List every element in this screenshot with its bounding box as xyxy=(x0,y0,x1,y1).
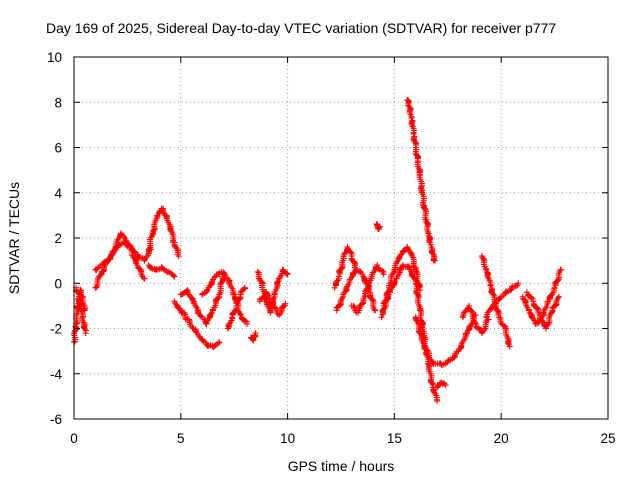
chart-title: Day 169 of 2025, Sidereal Day-to-day VTE… xyxy=(46,20,556,36)
data-point xyxy=(558,266,565,273)
y-tick-label: 4 xyxy=(54,186,62,201)
data-point xyxy=(507,287,514,294)
data-point xyxy=(434,397,441,404)
data-point xyxy=(180,290,187,297)
data-point xyxy=(412,316,419,323)
data-point xyxy=(171,273,178,280)
data-point xyxy=(240,286,247,293)
data-point xyxy=(545,321,552,328)
x-axis-label: GPS time / hours xyxy=(288,458,395,474)
data-point xyxy=(244,320,251,327)
data-point xyxy=(241,284,248,291)
grid-lines xyxy=(74,57,608,419)
data-point xyxy=(256,296,263,303)
data-point xyxy=(535,319,542,326)
data-point xyxy=(82,330,89,337)
y-tick-label: -6 xyxy=(50,412,62,427)
data-point xyxy=(215,294,222,301)
data-point xyxy=(232,308,239,315)
data-point xyxy=(424,347,431,354)
data-point xyxy=(515,280,522,287)
axis-ticks xyxy=(73,56,609,420)
data-point xyxy=(376,223,383,230)
data-point xyxy=(350,302,357,309)
y-tick-label: 0 xyxy=(54,276,62,291)
data-point xyxy=(380,271,387,278)
x-tick-label: 20 xyxy=(494,431,509,446)
data-point xyxy=(459,314,466,321)
data-point xyxy=(158,264,165,271)
data-point xyxy=(421,205,428,212)
data-point xyxy=(405,263,412,270)
data-point xyxy=(417,307,424,314)
data-point xyxy=(282,300,289,307)
x-tick-label: 15 xyxy=(387,431,402,446)
x-tick-label: 10 xyxy=(280,431,295,446)
data-point xyxy=(505,340,512,347)
data-point xyxy=(211,343,218,350)
data-point xyxy=(441,380,448,387)
y-tick-label: 10 xyxy=(47,50,62,65)
data-point xyxy=(429,250,436,257)
data-point xyxy=(555,277,562,284)
data-point xyxy=(141,275,148,282)
y-tick-label: 2 xyxy=(54,231,62,246)
y-tick-label: 8 xyxy=(54,95,62,110)
data-point xyxy=(369,296,376,303)
data-point xyxy=(146,245,153,252)
data-point xyxy=(371,306,378,313)
data-point xyxy=(422,216,429,223)
data-point xyxy=(362,278,369,285)
data-point xyxy=(338,265,345,272)
x-tick-labels: 0 5 10 15 20 25 xyxy=(70,431,615,446)
data-point xyxy=(81,326,88,333)
x-tick-label: 0 xyxy=(70,431,78,446)
data-point xyxy=(431,257,438,264)
data-point xyxy=(391,279,398,286)
data-point xyxy=(197,312,204,319)
data-point xyxy=(94,265,101,272)
y-tick-label: -2 xyxy=(50,322,62,337)
data-point xyxy=(279,303,286,310)
data-point xyxy=(192,328,199,335)
y-tick-labels: -6 -4 -2 0 2 4 6 8 10 xyxy=(47,50,63,427)
data-point xyxy=(554,295,561,302)
x-tick-label: 25 xyxy=(600,431,615,446)
data-point xyxy=(275,275,282,282)
data-point xyxy=(252,330,259,337)
data-point xyxy=(361,293,368,300)
data-point xyxy=(412,280,419,287)
data-point xyxy=(185,316,192,323)
data-point xyxy=(555,293,562,300)
data-point xyxy=(274,278,281,285)
x-tick-label: 5 xyxy=(177,431,185,446)
y-tick-label: -4 xyxy=(50,367,62,382)
data-point xyxy=(496,314,503,321)
data-point xyxy=(468,307,475,314)
data-point xyxy=(372,307,379,314)
data-point xyxy=(483,314,490,321)
data-point xyxy=(254,268,261,275)
data-point xyxy=(442,382,449,389)
data-point xyxy=(408,268,415,275)
y-tick-label: 6 xyxy=(54,141,62,156)
data-point xyxy=(112,246,119,253)
data-point xyxy=(450,354,457,361)
data-point xyxy=(207,310,214,317)
data-point xyxy=(467,322,474,329)
y-axis-label: SDTVAR / TECUs xyxy=(6,182,22,294)
data-point xyxy=(506,343,513,350)
data-point xyxy=(379,268,386,275)
data-points xyxy=(71,96,565,404)
data-point xyxy=(216,339,223,346)
data-point xyxy=(211,274,218,281)
data-point xyxy=(175,253,182,260)
data-point xyxy=(284,271,291,278)
